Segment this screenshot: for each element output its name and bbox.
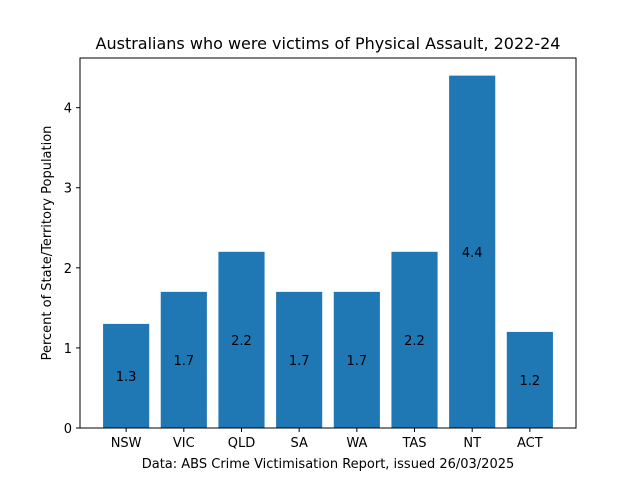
- bars-group: [103, 75, 553, 428]
- y-tick-label-2: 2: [64, 262, 72, 277]
- x-tick-label-tas: TAS: [401, 436, 426, 451]
- y-tick-label-0: 0: [64, 422, 72, 437]
- data-label-qld: 2.2: [231, 334, 252, 349]
- bar-vic: [160, 291, 207, 428]
- x-axis: NSW VIC QLD SA WA TAS NT ACT: [111, 428, 543, 451]
- x-tick-label-wa: WA: [346, 436, 367, 451]
- data-label-nt: 4.4: [462, 246, 483, 261]
- y-tick-label-3: 3: [64, 182, 72, 197]
- x-tick-label-nt: NT: [463, 436, 481, 451]
- x-tick-label-qld: QLD: [228, 436, 256, 451]
- bar-nt: [449, 75, 496, 428]
- plot-area-frame: [79, 57, 577, 429]
- bar-act: [506, 331, 553, 428]
- bar-wa: [333, 291, 380, 428]
- x-tick-label-act: ACT: [517, 436, 543, 451]
- data-labels-group: 1.3 1.7 2.2 1.7 1.7 2.2 4.4 1.2: [116, 246, 540, 389]
- bar-sa: [276, 291, 323, 428]
- x-tick-label-vic: VIC: [173, 436, 195, 451]
- bar-nsw: [103, 323, 150, 428]
- x-tick-label-nsw: NSW: [111, 436, 142, 451]
- y-tick-label-4: 4: [64, 102, 72, 117]
- y-axis-label: Percent of State/Territory Population: [40, 126, 55, 361]
- bar-qld: [218, 251, 265, 428]
- y-tick-label-1: 1: [64, 342, 72, 357]
- x-tick-label-sa: SA: [290, 436, 307, 451]
- data-label-act: 1.2: [520, 374, 541, 389]
- chart-title: Australians who were victims of Physical…: [96, 34, 561, 53]
- data-label-vic: 1.7: [173, 354, 194, 369]
- data-label-nsw: 1.3: [116, 370, 137, 385]
- x-axis-label: Data: ABS Crime Victimisation Report, is…: [142, 457, 515, 472]
- bar-tas: [391, 251, 438, 428]
- data-label-sa: 1.7: [289, 354, 310, 369]
- data-label-tas: 2.2: [404, 334, 425, 349]
- data-label-wa: 1.7: [346, 354, 367, 369]
- y-axis: 0 1 2 3 4: [64, 102, 80, 437]
